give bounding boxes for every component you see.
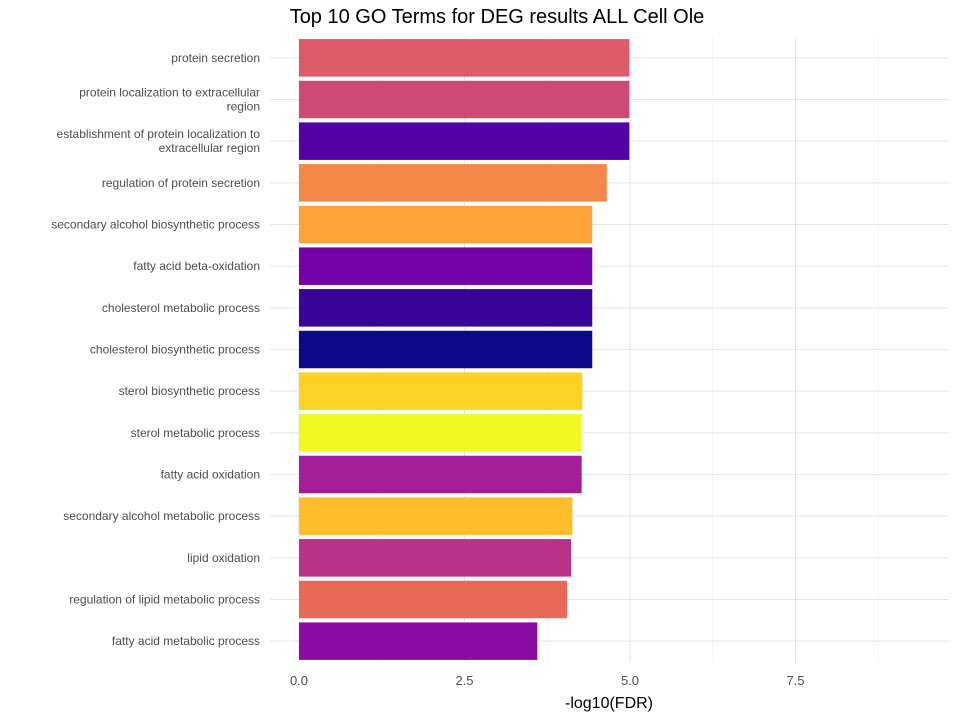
x-axis-labels: 0.0 2.5 5.0 7.5 <box>290 673 805 688</box>
x-tick-label: 0.0 <box>290 673 308 688</box>
y-tick-label-line: fatty acid beta-oxidation <box>133 259 260 273</box>
bar <box>299 39 630 77</box>
y-tick-label-line: protein secretion <box>171 51 260 65</box>
y-tick-label: sterol metabolic process <box>131 426 260 440</box>
y-axis-labels: protein secretion protein localization to… <box>51 51 260 648</box>
y-tick-label-line: regulation of protein secretion <box>102 176 260 190</box>
y-tick-label: lipid oxidation <box>187 551 260 565</box>
x-tick-label: 2.5 <box>455 673 473 688</box>
y-tick-label: establishment of protein localization to… <box>57 127 261 155</box>
y-tick-label-line: cholesterol metabolic process <box>102 301 260 315</box>
y-tick-label: fatty acid beta-oxidation <box>133 259 260 273</box>
y-tick-label-line: protein localization to extracellular <box>79 86 260 100</box>
bar <box>299 80 630 119</box>
y-tick-label: fatty acid metabolic process <box>112 634 260 648</box>
y-tick-label-line: regulation of lipid metabolic process <box>69 593 260 607</box>
y-tick-label-line: region <box>227 100 260 114</box>
x-tick-label: 7.5 <box>786 673 804 688</box>
y-tick-label-line: fatty acid oxidation <box>161 468 260 482</box>
y-tick-label: cholesterol metabolic process <box>102 301 260 315</box>
y-tick-label-line: sterol biosynthetic process <box>119 384 260 398</box>
y-tick-label: cholesterol biosynthetic process <box>90 343 260 357</box>
y-tick-label-line: establishment of protein localization to <box>57 127 261 141</box>
y-tick-label: secondary alcohol metabolic process <box>63 509 260 523</box>
y-tick-label: fatty acid oxidation <box>161 468 260 482</box>
bar <box>299 372 583 410</box>
y-tick-label-line: lipid oxidation <box>187 551 260 565</box>
y-tick-label: regulation of protein secretion <box>102 176 260 190</box>
bar <box>299 539 572 577</box>
bar <box>299 497 573 535</box>
bar <box>299 455 582 494</box>
y-tick-label: protein localization to extracellular reg… <box>79 86 260 114</box>
y-tick-label-line: fatty acid metabolic process <box>112 634 260 648</box>
bars <box>299 39 630 660</box>
y-tick-label: sterol biosynthetic process <box>119 384 260 398</box>
y-tick-label-line: secondary alcohol biosynthetic process <box>51 218 260 232</box>
bar <box>299 414 582 452</box>
bar <box>299 289 593 327</box>
y-tick-label-line: cholesterol biosynthetic process <box>90 343 260 357</box>
bar <box>299 330 593 369</box>
bar <box>299 622 538 660</box>
y-tick-label: regulation of lipid metabolic process <box>69 593 260 607</box>
y-tick-label: protein secretion <box>171 51 260 65</box>
bar <box>299 205 593 244</box>
y-tick-label: secondary alcohol biosynthetic process <box>51 218 260 232</box>
y-tick-label-line: sterol metabolic process <box>131 426 260 440</box>
x-axis-title: -log10(FDR) <box>565 695 653 712</box>
x-tick-label: 5.0 <box>621 673 639 688</box>
y-tick-label-line: secondary alcohol metabolic process <box>63 509 260 523</box>
bar <box>299 247 593 285</box>
chart-title: Top 10 GO Terms for DEG results ALL Cell… <box>289 6 705 28</box>
y-tick-label-line: extracellular region <box>159 141 260 155</box>
bar <box>299 164 607 202</box>
bar <box>299 580 568 619</box>
bar <box>299 122 630 160</box>
